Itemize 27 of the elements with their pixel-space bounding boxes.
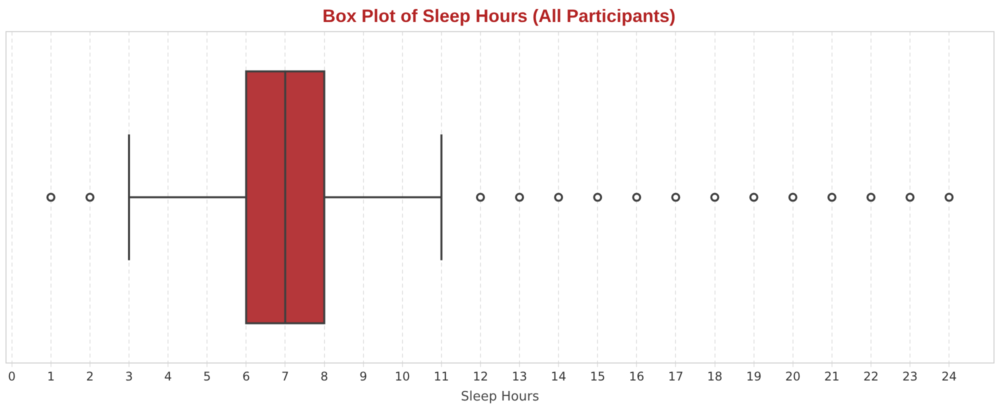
x-tick-label: 1	[47, 369, 55, 384]
x-tick-label: 9	[360, 369, 368, 384]
x-tick-label: 17	[668, 369, 684, 384]
x-tick-label: 8	[320, 369, 328, 384]
x-tick-label: 0	[8, 369, 16, 384]
x-tick-label: 22	[863, 369, 879, 384]
x-tick-label: 21	[824, 369, 840, 384]
x-tick-label: 15	[590, 369, 606, 384]
x-tick-label: 10	[394, 369, 410, 384]
chart-title: Box Plot of Sleep Hours (All Participants)	[322, 6, 676, 26]
x-tick-label: 4	[164, 369, 172, 384]
x-tick-label: 11	[434, 369, 450, 384]
x-tick-label: 12	[472, 369, 488, 384]
x-tick-label: 3	[125, 369, 133, 384]
x-tick-label: 19	[746, 369, 762, 384]
x-tick-label: 23	[902, 369, 918, 384]
x-axis-title: Sleep Hours	[460, 390, 540, 405]
x-tick-label: 6	[242, 369, 250, 384]
x-tick-label: 20	[785, 369, 801, 384]
x-tick-label: 5	[203, 369, 211, 384]
x-tick-label: 18	[707, 369, 722, 384]
x-tick-label: 16	[629, 369, 644, 384]
x-tick-label: 7	[281, 369, 290, 384]
x-tick-label: 14	[550, 369, 566, 384]
x-tick-label: 24	[941, 369, 957, 384]
x-tick-label: 2	[86, 369, 94, 384]
x-tick-label: 13	[512, 369, 528, 384]
